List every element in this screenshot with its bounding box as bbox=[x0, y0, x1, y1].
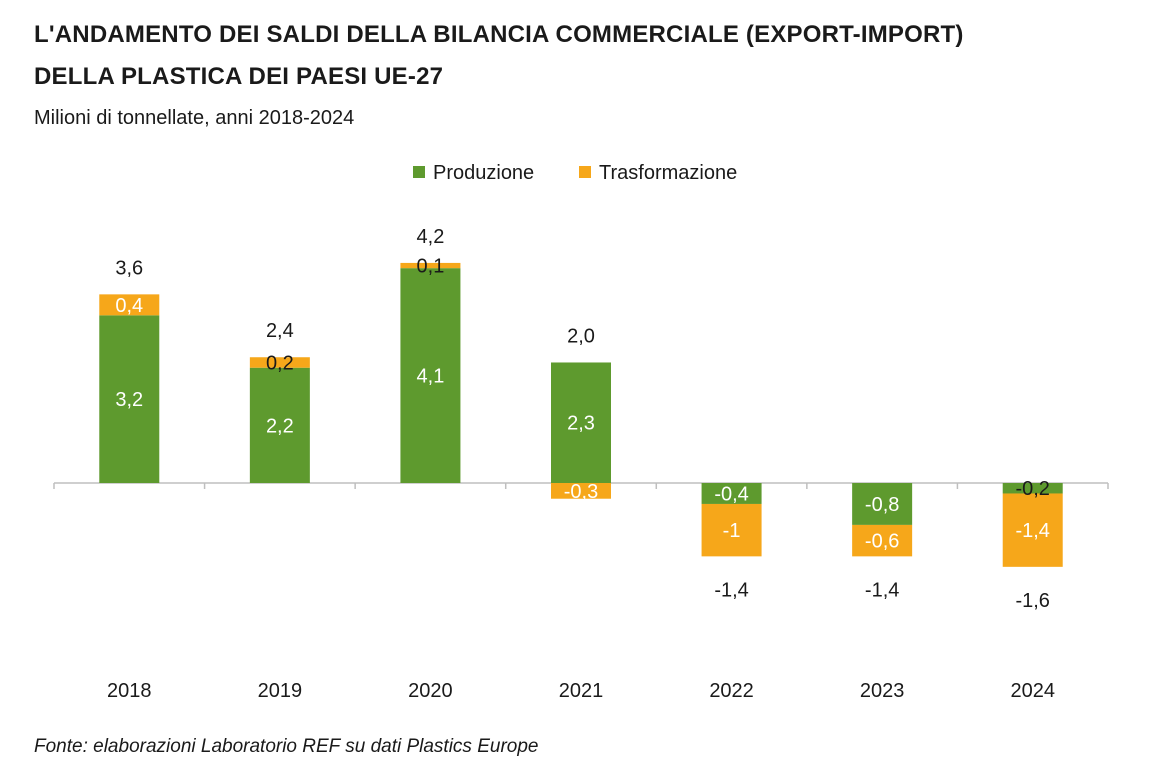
legend-label-trasformazione: Trasformazione bbox=[599, 162, 738, 184]
chart-source: Fonte: elaborazioni Laboratorio REF su d… bbox=[34, 736, 539, 757]
data-label-trasformazione-2024: -1,4 bbox=[1015, 520, 1049, 542]
total-label-2022: -1,4 bbox=[714, 579, 748, 601]
legend-swatch-produzione bbox=[413, 166, 425, 178]
x-tick-label-2019: 2019 bbox=[258, 680, 303, 702]
bar-produzione-2020 bbox=[400, 268, 461, 483]
legend-item-produzione: Produzione bbox=[413, 160, 534, 186]
bar-produzione-2018 bbox=[99, 315, 160, 483]
bar-produzione-2023 bbox=[852, 483, 913, 525]
chart-title-line-2: DELLA PLASTICA DEI PAESI UE-27 bbox=[34, 63, 444, 90]
x-tick-label-2020: 2020 bbox=[408, 680, 453, 702]
x-tick-label-2022: 2022 bbox=[709, 680, 754, 702]
bar-trasformazione-2021 bbox=[551, 483, 611, 499]
total-label-2020: 4,2 bbox=[417, 226, 445, 248]
bar-produzione-2024 bbox=[1002, 483, 1063, 494]
total-label-2024: -1,6 bbox=[1015, 590, 1049, 612]
total-label-2021: 2,0 bbox=[567, 325, 595, 347]
data-label-trasformazione-2022: -1 bbox=[723, 520, 741, 542]
chart-title-line-1: L'ANDAMENTO DEI SALDI DELLA BILANCIA COM… bbox=[34, 21, 964, 48]
data-label-trasformazione-2023: -0,6 bbox=[865, 531, 899, 553]
data-label-trasformazione-2020: 0,1 bbox=[417, 256, 445, 278]
x-tick-label-2023: 2023 bbox=[860, 680, 905, 702]
x-tick-label-2018: 2018 bbox=[107, 680, 152, 702]
data-label-trasformazione-2018: 0,4 bbox=[115, 295, 143, 317]
x-tick-label-2024: 2024 bbox=[1010, 680, 1055, 702]
data-label-produzione-2018: 3,2 bbox=[115, 389, 143, 411]
bar-produzione-2021 bbox=[551, 362, 611, 483]
data-label-produzione-2023: -0,8 bbox=[865, 494, 899, 516]
data-label-produzione-2022: -0,4 bbox=[714, 483, 748, 505]
bar-trasformazione-2023 bbox=[852, 524, 913, 557]
total-label-2023: -1,4 bbox=[865, 579, 899, 601]
chart-legend: Produzione Trasformazione bbox=[0, 160, 1176, 186]
chart-title: L'ANDAMENTO DEI SALDI DELLA BILANCIA COM… bbox=[34, 14, 964, 98]
total-label-2018: 3,6 bbox=[115, 257, 143, 279]
data-label-produzione-2019: 2,2 bbox=[266, 415, 294, 437]
data-label-produzione-2021: 2,3 bbox=[567, 413, 595, 435]
data-label-trasformazione-2021: -0,3 bbox=[564, 481, 598, 503]
data-label-trasformazione-2019: 0,2 bbox=[266, 352, 294, 374]
bar-produzione-2022 bbox=[701, 483, 762, 504]
legend-item-trasformazione: Trasformazione bbox=[579, 160, 737, 186]
bar-trasformazione-2024 bbox=[1002, 493, 1063, 567]
chart-subtitle: Milioni di tonnellate, anni 2018-2024 bbox=[34, 107, 355, 129]
bar-trasformazione-2018 bbox=[99, 294, 160, 316]
data-label-produzione-2024: -0,2 bbox=[1015, 478, 1049, 500]
legend-label-produzione: Produzione bbox=[433, 162, 535, 184]
bar-trasformazione-2020 bbox=[400, 262, 461, 269]
bar-trasformazione-2022 bbox=[701, 503, 762, 557]
bar-trasformazione-2019 bbox=[249, 357, 310, 368]
total-label-2019: 2,4 bbox=[266, 320, 294, 342]
data-label-produzione-2020: 4,1 bbox=[417, 366, 445, 388]
legend-swatch-trasformazione bbox=[579, 166, 591, 178]
bar-produzione-2019 bbox=[249, 367, 310, 483]
x-tick-label-2021: 2021 bbox=[559, 680, 604, 702]
